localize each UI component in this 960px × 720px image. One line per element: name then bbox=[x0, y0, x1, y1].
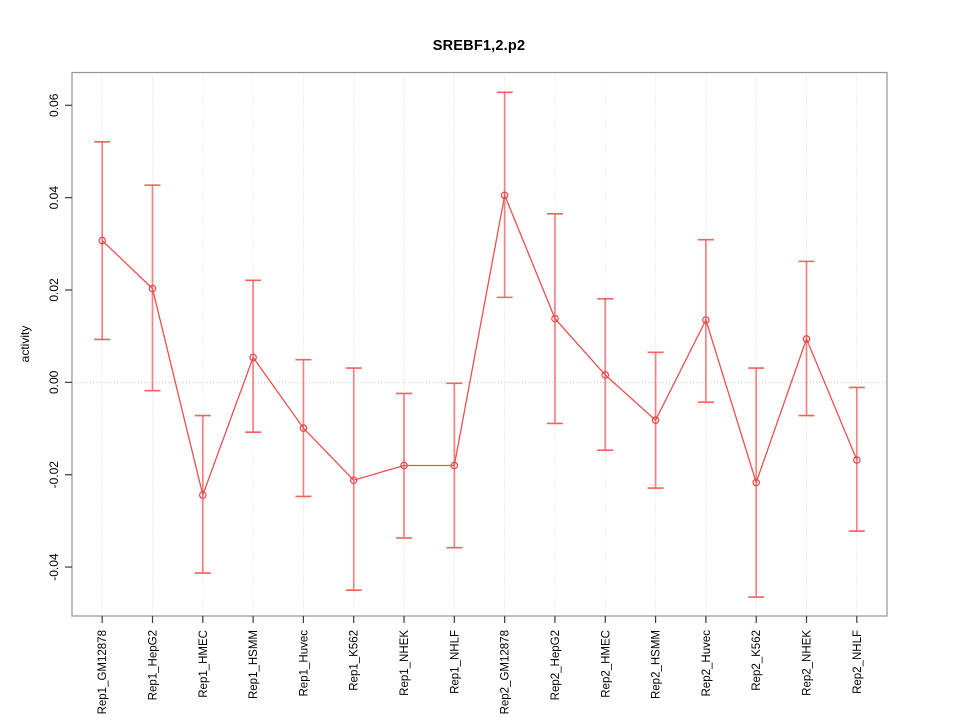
x-tick-label: Rep1_HSMM bbox=[248, 630, 260, 699]
x-tick-label: Rep2_HSMM bbox=[651, 630, 663, 699]
data-point bbox=[702, 316, 710, 324]
data-point bbox=[752, 478, 760, 487]
data-point bbox=[601, 371, 610, 379]
x-tick-label: Rep2_GM12878 bbox=[500, 630, 512, 714]
y-tick-label: 0.00 bbox=[47, 370, 61, 394]
x-tick-label: Rep2_HMEC bbox=[600, 630, 612, 698]
y-tick-label: 0.04 bbox=[47, 186, 61, 210]
x-tick-label: Rep1_GM12878 bbox=[97, 630, 109, 714]
data-point bbox=[450, 461, 459, 470]
chart-title: SREBF1,2.p2 bbox=[432, 38, 526, 54]
data-point bbox=[349, 476, 358, 485]
y-tick-label: 0.06 bbox=[47, 93, 61, 117]
x-tick-label: Rep1_Huvec bbox=[298, 630, 310, 697]
data-point bbox=[802, 335, 811, 343]
data-point bbox=[249, 353, 257, 362]
data-point bbox=[148, 284, 157, 293]
x-tick-label: Rep2_Huvec bbox=[701, 630, 713, 697]
data-point bbox=[651, 416, 660, 425]
data-line bbox=[101, 193, 858, 498]
x-tick-label: Rep1_HMEC bbox=[198, 630, 210, 698]
plot-border bbox=[71, 71, 888, 617]
y-tick-label: -0.04 bbox=[47, 553, 61, 581]
x-tick-label: Rep1_NHLF bbox=[449, 630, 461, 694]
x-tick-label: Rep2_HepG2 bbox=[550, 630, 562, 700]
x-tick-label: Rep2_NHLF bbox=[852, 630, 864, 694]
x-tick-label: Rep2_NHEK bbox=[802, 630, 814, 696]
data-point bbox=[551, 314, 559, 323]
data-point bbox=[400, 461, 408, 470]
data-point bbox=[500, 191, 509, 200]
y-tick-label: -0.02 bbox=[47, 461, 61, 489]
data-point bbox=[199, 491, 207, 499]
x-tick-label: Rep2_K562 bbox=[751, 630, 763, 691]
x-tick-label: Rep1_K562 bbox=[349, 630, 361, 691]
data-point bbox=[98, 236, 106, 245]
y-tick-label: 0.02 bbox=[47, 278, 61, 302]
x-tick-label: Rep1_HepG2 bbox=[147, 630, 159, 700]
data-point bbox=[299, 424, 308, 432]
data-point bbox=[853, 456, 861, 464]
x-tick-label: Rep1_NHEK bbox=[399, 630, 411, 696]
